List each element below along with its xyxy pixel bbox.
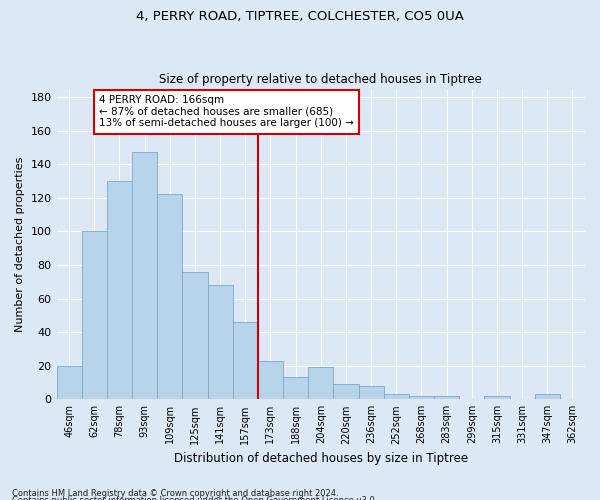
Bar bbox=[535, 394, 560, 400]
Bar bbox=[308, 368, 334, 400]
Bar bbox=[334, 384, 359, 400]
Text: 4, PERRY ROAD, TIPTREE, COLCHESTER, CO5 0UA: 4, PERRY ROAD, TIPTREE, COLCHESTER, CO5 … bbox=[136, 10, 464, 23]
Title: Size of property relative to detached houses in Tiptree: Size of property relative to detached ho… bbox=[160, 73, 482, 86]
Bar bbox=[132, 152, 157, 400]
Bar bbox=[409, 396, 434, 400]
Bar bbox=[182, 272, 208, 400]
Bar bbox=[383, 394, 409, 400]
X-axis label: Distribution of detached houses by size in Tiptree: Distribution of detached houses by size … bbox=[174, 452, 468, 465]
Bar bbox=[56, 366, 82, 400]
Bar bbox=[258, 360, 283, 400]
Bar bbox=[484, 396, 509, 400]
Bar bbox=[208, 285, 233, 400]
Y-axis label: Number of detached properties: Number of detached properties bbox=[15, 156, 25, 332]
Bar bbox=[359, 386, 383, 400]
Text: Contains HM Land Registry data © Crown copyright and database right 2024.: Contains HM Land Registry data © Crown c… bbox=[12, 488, 338, 498]
Bar bbox=[157, 194, 182, 400]
Bar bbox=[82, 232, 107, 400]
Bar bbox=[283, 378, 308, 400]
Text: 4 PERRY ROAD: 166sqm
← 87% of detached houses are smaller (685)
13% of semi-deta: 4 PERRY ROAD: 166sqm ← 87% of detached h… bbox=[100, 96, 354, 128]
Bar bbox=[233, 322, 258, 400]
Text: Contains public sector information licensed under the Open Government Licence v3: Contains public sector information licen… bbox=[12, 496, 377, 500]
Bar bbox=[107, 181, 132, 400]
Bar bbox=[434, 396, 459, 400]
